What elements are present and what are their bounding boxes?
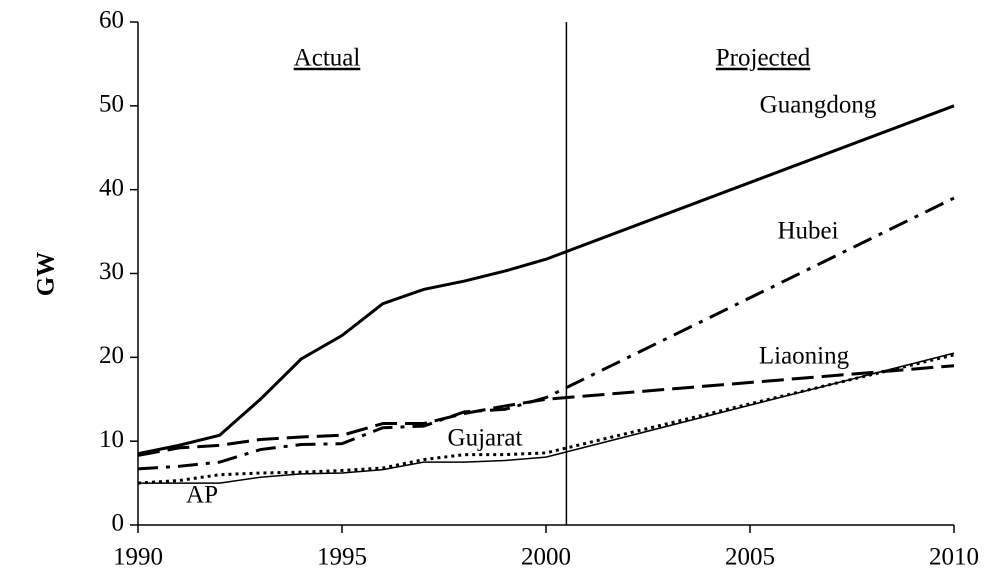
annotation: Projected [716,45,811,72]
x-tick-label: 1995 [317,544,367,571]
x-tick-label: 2010 [929,544,979,571]
y-tick-label: 0 [112,510,125,537]
x-tick-label: 2000 [521,544,571,571]
series-line [137,364,955,457]
series-line [137,104,955,456]
y-tick-label: 60 [99,7,124,34]
series-line [138,352,955,484]
series-label: Hubei [777,218,838,245]
x-tick-label: 1990 [113,544,163,571]
series-label: AP [186,482,218,509]
y-tick-label: 40 [99,174,124,201]
y-tick-label: 10 [99,426,124,453]
series-label: Gujarat [448,425,523,452]
y-tick-label: 20 [99,342,124,369]
series-label: Liaoning [759,343,850,370]
series-line [137,353,955,485]
series-line [137,196,955,471]
y-tick-label: 30 [99,258,124,285]
annotation: Actual [294,45,361,72]
series-label: Guangdong [760,92,877,119]
x-tick-label: 2005 [725,544,775,571]
y-axis-label: GW [33,252,60,296]
y-tick-label: 50 [99,91,124,118]
